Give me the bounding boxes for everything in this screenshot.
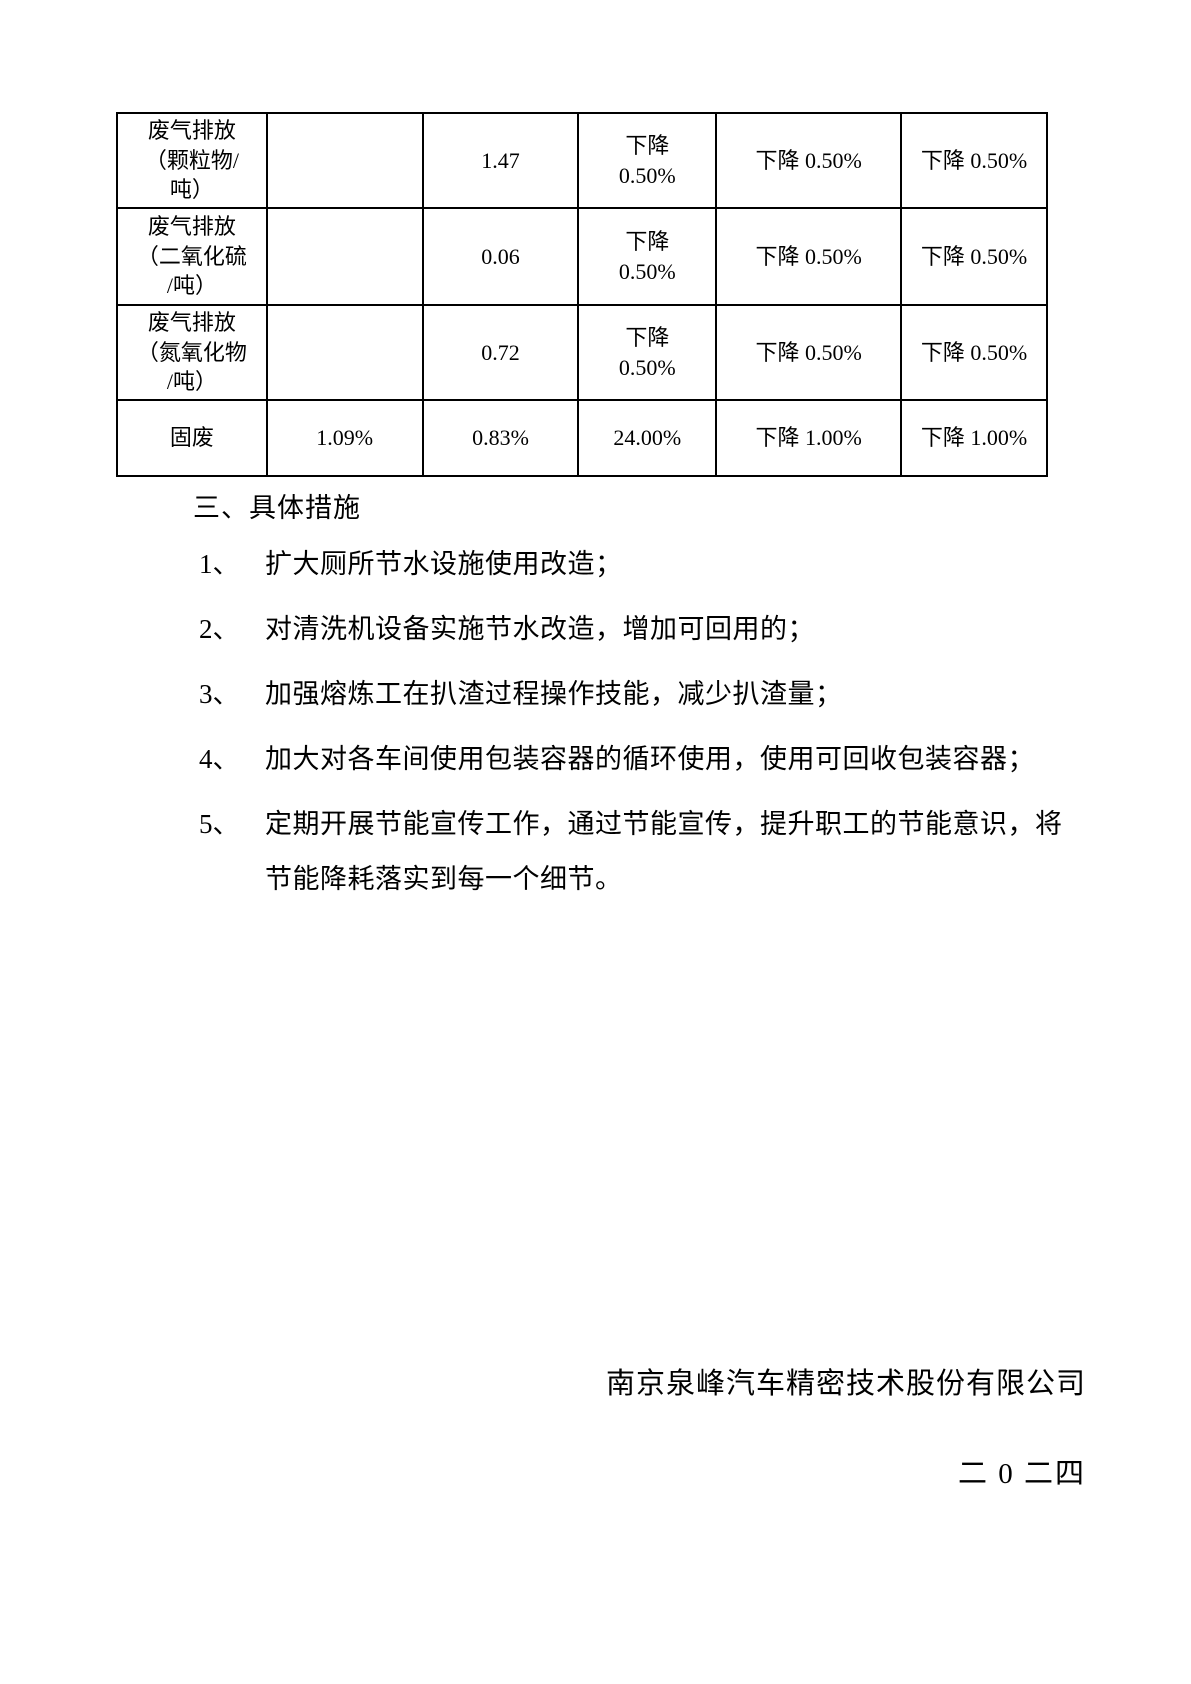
list-item-text: 对清洗机设备实施节水改造，增加可回用的； [265,614,815,645]
table-cell: 0.83% [421,399,580,478]
list-item: 3、 加强熔炼工在扒渣过程操作技能，减少扒渣量； [199,667,1143,722]
list-item-number: 2、 [199,614,240,645]
list-item: 4、 加大对各车间使用包装容器的循环使用，使用可回收包装容器； [199,732,1143,787]
section-heading: 三、具体措施 [193,493,361,524]
table-cell: 0.06 [421,207,580,307]
table-row: 废气排放 （二氧化硫 /吨） 0.06 下降 0.50% 下降 0.50% 下降… [116,207,1048,307]
table-row: 废气排放 （氮氧化物 /吨） 0.72 下降 0.50% 下降 0.50% 下降… [116,304,1048,402]
table-cell: 0.72 [421,304,580,402]
table-cell: 下降 0.50% [715,304,903,402]
measures-list: 1、 扩大厕所节水设施使用改造； 2、 对清洗机设备实施节水改造，增加可回用的；… [199,537,1143,907]
list-item-text: 定期开展节能宣传工作，通过节能宣传，提升职工的节能意识，将 节能降耗落实到每一个… [265,809,1063,895]
table-cell [265,304,424,402]
signature-block: 南京泉峰汽车精密技术股份有限公司 二 0 二四 [606,1362,1086,1496]
list-item: 5、 定期开展节能宣传工作，通过节能宣传，提升职工的节能意识，将 节能降耗落实到… [199,797,1143,907]
table-cell: 下降 0.50% [900,111,1048,210]
list-item-number: 3、 [199,679,240,710]
page-content: 废气排放 （颗粒物/ 吨） 1.47 下降 0.50% 下降 0.50% 下降 … [116,111,1143,907]
list-item-text: 扩大厕所节水设施使用改造； [265,549,623,580]
table-cell: 24.00% [577,399,718,478]
table-cell-label: 废气排放 （氮氧化物 /吨） [116,304,268,402]
table-cell-label: 废气排放 （二氧化硫 /吨） [116,207,268,307]
table-cell: 下降 0.50% [715,207,903,307]
table-cell: 下降 1.00% [715,399,903,478]
table-cell: 1.47 [421,111,580,210]
table-cell: 下降 0.50% [715,111,903,210]
list-item-text: 加大对各车间使用包装容器的循环使用，使用可回收包装容器； [265,744,1035,775]
emissions-table: 废气排放 （颗粒物/ 吨） 1.47 下降 0.50% 下降 0.50% 下降 … [116,111,1048,478]
list-item-text: 加强熔炼工在扒渣过程操作技能，减少扒渣量； [265,679,843,710]
list-item: 1、 扩大厕所节水设施使用改造； [199,537,1143,592]
table-cell: 下降 0.50% [900,304,1048,402]
list-item-number: 4、 [199,744,240,775]
list-item-number: 5、 [199,809,240,840]
signature-date: 二 0 二四 [957,1458,1086,1490]
table-cell: 下降 0.50% [900,207,1048,307]
list-item: 2、 对清洗机设备实施节水改造，增加可回用的； [199,602,1143,657]
table-cell-label: 固废 [116,399,268,478]
company-name: 南京泉峰汽车精密技术股份有限公司 [605,1368,1086,1400]
table-cell: 下降 0.50% [577,304,718,402]
list-item-number: 1、 [199,549,240,580]
table-row: 固废 1.09% 0.83% 24.00% 下降 1.00% 下降 1.00% [116,399,1048,478]
table-cell: 下降 0.50% [577,207,718,307]
table-cell: 下降 1.00% [900,399,1048,478]
table-cell: 下降 0.50% [577,111,718,210]
table-cell [265,207,424,307]
table-cell: 1.09% [265,399,424,478]
table-row: 废气排放 （颗粒物/ 吨） 1.47 下降 0.50% 下降 0.50% 下降 … [116,111,1048,210]
table-cell [265,111,424,210]
table-cell-label: 废气排放 （颗粒物/ 吨） [116,111,268,210]
